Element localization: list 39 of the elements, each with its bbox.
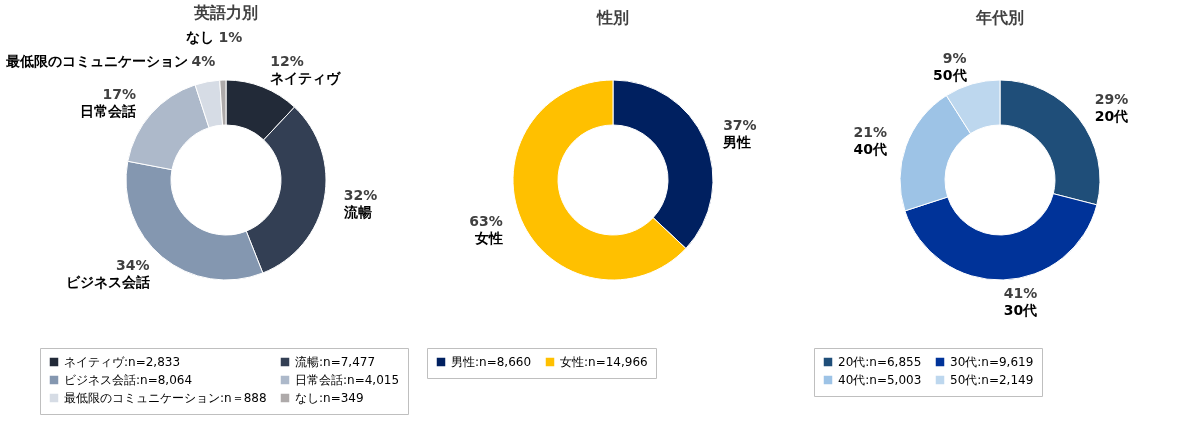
- chart-title: 年代別: [975, 8, 1024, 27]
- legend-label: 20代:n=6,855: [838, 355, 922, 369]
- data-label: 34%: [115, 257, 150, 274]
- legend-label: なし:n=349: [295, 391, 364, 405]
- data-label: 37%: [723, 117, 757, 134]
- legend-label: 流暢:n=7,477: [295, 355, 376, 369]
- legend-label: 日常会話:n=4,015: [295, 373, 400, 387]
- text: 20代: [1094, 108, 1129, 125]
- text: 40代: [853, 141, 888, 158]
- data-label: 4%: [191, 53, 216, 70]
- text: ビジネス会話: [65, 274, 150, 291]
- legend-label: 40代:n=5,003: [838, 373, 922, 387]
- text: 日常会話: [79, 102, 136, 119]
- text: 最低限のコミュニケーション: [4, 53, 188, 70]
- text: 流暢: [342, 204, 372, 221]
- data-label: 32%: [343, 187, 378, 204]
- chart-title: 英語力別: [193, 3, 258, 23]
- text: ネイティヴ: [270, 70, 343, 87]
- text: なし: [186, 29, 215, 46]
- chart-title: 性別: [596, 8, 629, 27]
- data-label: 21%: [853, 124, 888, 141]
- legend-label: 50代:n=2,149: [950, 373, 1034, 387]
- data-label: 41%: [1003, 284, 1038, 301]
- legend-label: ビジネス会話:n=8,064: [64, 373, 193, 387]
- text: 50代: [933, 66, 967, 83]
- legend-label: 30代:n=9,619: [950, 355, 1034, 369]
- legend-label: ネイティヴ:n=2,833: [64, 355, 181, 369]
- legend-label: 女性:n=14,966: [560, 355, 648, 369]
- data-label: 1%: [218, 29, 243, 46]
- data-label: 17%: [102, 85, 136, 102]
- text: 30代: [1003, 301, 1038, 318]
- text: 女性: [473, 229, 503, 246]
- text: 男性: [722, 134, 752, 151]
- data-label: 9%: [942, 49, 967, 66]
- legend-label: 最低限のコミュニケーション:n＝888: [64, 391, 267, 405]
- legend-label: 男性:n=8,660: [451, 355, 532, 369]
- data-label: 12%: [270, 53, 304, 70]
- data-label: 29%: [1094, 91, 1129, 108]
- data-label: 63%: [469, 212, 503, 229]
